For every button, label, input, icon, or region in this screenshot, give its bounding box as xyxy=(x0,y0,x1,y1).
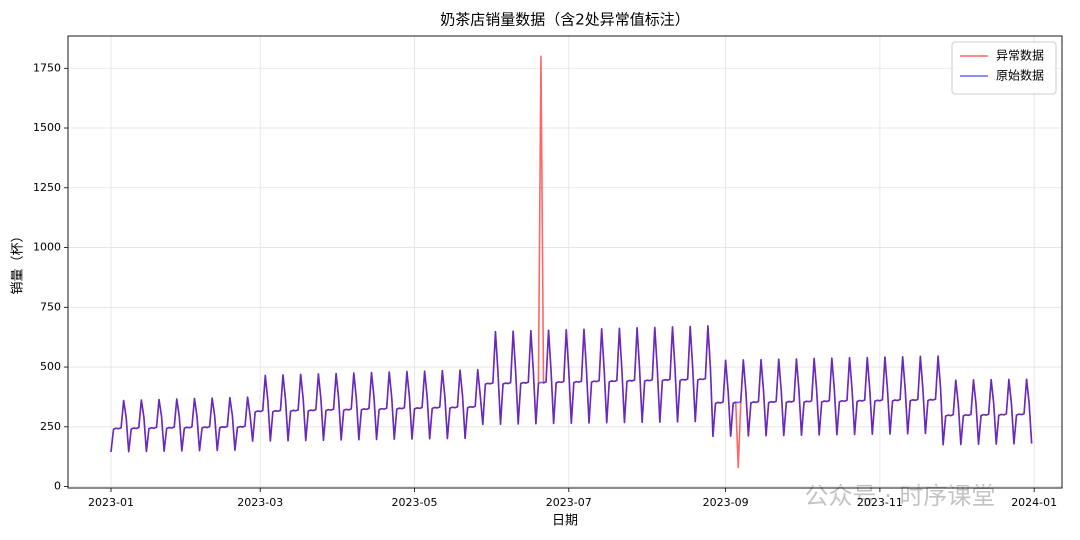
x-tick-label: 2023-01 xyxy=(88,496,134,509)
y-tick-label: 500 xyxy=(40,360,61,373)
y-tick-label: 1500 xyxy=(33,121,61,134)
y-tick-label: 0 xyxy=(54,480,61,493)
legend-box xyxy=(951,41,1057,95)
plot-frame xyxy=(67,35,1063,489)
x-tick-label: 2023-07 xyxy=(546,496,592,509)
y-tick-label: 250 xyxy=(40,420,61,433)
x-tick-label: 2023-09 xyxy=(703,496,749,509)
series-line xyxy=(110,325,1033,453)
y-tick-label: 1250 xyxy=(33,181,61,194)
legend-label: 原始数据 xyxy=(996,68,1044,83)
y-tick-label: 1000 xyxy=(33,241,61,254)
y-axis-label: 销量（杯） xyxy=(11,229,26,294)
x-tick-label: 2023-03 xyxy=(237,496,283,509)
legend-label: 异常数据 xyxy=(996,48,1044,63)
x-tick-label: 2023-05 xyxy=(392,496,438,509)
x-tick-label: 2023-11 xyxy=(857,496,903,509)
x-tick-label: 2024-01 xyxy=(1011,496,1057,509)
chart-title: 奶茶店销量数据（含2处异常值标注） xyxy=(440,11,690,29)
x-axis-label: 日期 xyxy=(552,514,578,529)
y-tick-label: 1750 xyxy=(33,61,61,74)
y-tick-label: 750 xyxy=(40,300,61,313)
